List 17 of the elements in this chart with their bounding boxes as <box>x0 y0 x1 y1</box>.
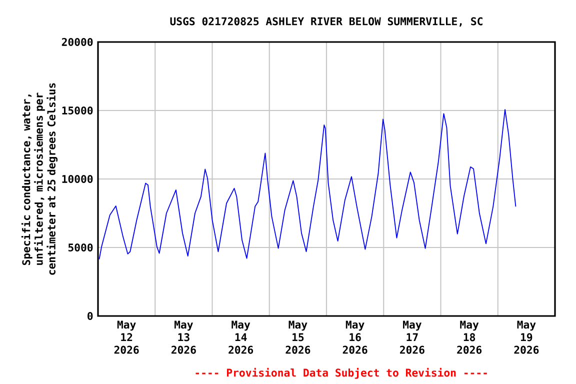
y-tick-label: 10000 <box>62 174 93 184</box>
x-tick-label: May 15 2026 <box>286 320 310 354</box>
y-axis-title: Specific conductance, water, unfiltered, microsiemens per centimeter at 25 degrees Celsius <box>21 83 58 275</box>
x-tick-label: May 16 2026 <box>342 320 368 354</box>
chart-title: USGS 021720825 ASHLEY RIVER BELOW SUMMERVILLE, SC <box>170 17 482 27</box>
x-tick-label: May 13 2026 <box>171 320 196 354</box>
line-series <box>98 109 516 260</box>
x-tick-label: May 17 2026 <box>400 320 424 354</box>
y-tick-label: 0 <box>88 312 93 320</box>
x-tick-label: May 18 2026 <box>457 320 482 354</box>
x-tick-label: May 14 2026 <box>228 320 254 354</box>
x-tick-label: May 19 2026 <box>514 320 539 354</box>
y-tick-label: 5000 <box>68 243 93 252</box>
text: ---- Provisional Data Subject to Revision ---- <box>196 368 487 379</box>
x-tick-label: May 12 2026 <box>114 320 139 354</box>
y-tick-label: 15000 <box>62 106 93 115</box>
y-tick-label: 20000 <box>62 38 93 46</box>
